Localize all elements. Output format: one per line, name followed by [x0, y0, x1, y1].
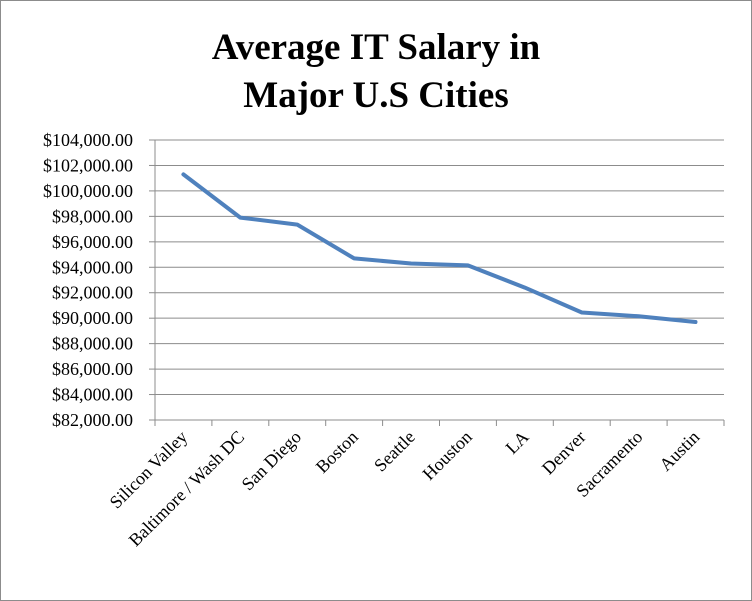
chart-title-line-1: Average IT Salary in: [211, 27, 541, 68]
y-tick-label: $96,000.00: [52, 232, 133, 252]
x-tick-label: Seattle: [370, 427, 419, 476]
y-tick-label: $94,000.00: [52, 257, 133, 277]
axes: [149, 139, 725, 426]
x-tick-label: Houston: [418, 427, 475, 484]
y-tick-label: $90,000.00: [52, 308, 133, 328]
x-tick-label: Denver: [538, 427, 590, 479]
chart-title: Average IT Salary in Major U.S Cities: [0, 24, 752, 120]
y-tick-label: $82,000.00: [52, 410, 133, 430]
chart-title-line-2: Major U.S Cities: [243, 75, 509, 116]
y-tick-label: $84,000.00: [52, 385, 133, 405]
y-tick-label: $102,000.00: [43, 155, 133, 175]
series-line: [181, 172, 698, 324]
y-tick-label: $100,000.00: [43, 181, 133, 201]
x-tick-label: Austin: [655, 427, 703, 475]
x-tick-label: Boston: [312, 427, 362, 477]
series-layer: [181, 172, 698, 324]
x-tick-label: San Diego: [238, 427, 306, 495]
gridlines: [155, 139, 724, 396]
y-axis-ticks: $82,000.00 $84,000.00 $86,000.00 $88,000.00…: [43, 130, 133, 430]
y-tick-label: $98,000.00: [52, 206, 133, 226]
y-tick-label: $88,000.00: [52, 334, 133, 354]
y-tick-label: $92,000.00: [52, 283, 133, 303]
y-tick-label: $86,000.00: [52, 359, 133, 379]
y-tick-label: $104,000.00: [43, 130, 133, 150]
x-tick-label: LA: [502, 427, 533, 458]
